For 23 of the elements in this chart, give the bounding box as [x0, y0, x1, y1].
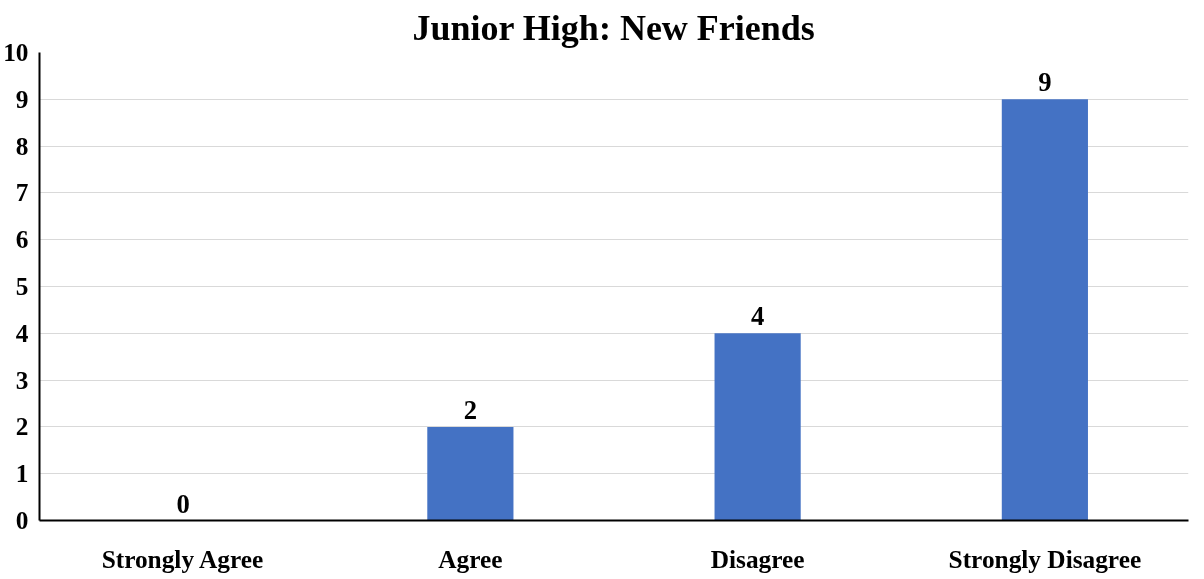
y-tick-label: 0 — [15, 506, 29, 534]
data-label: 4 — [750, 301, 765, 332]
y-tick-label: 10 — [3, 38, 29, 66]
x-tick-label: Agree — [438, 544, 503, 573]
y-tick-label: 7 — [15, 178, 29, 207]
x-tick-label: Disagree — [710, 544, 805, 573]
data-label: 0 — [176, 488, 190, 519]
y-tick-label: 1 — [15, 459, 29, 488]
y-tick-label: 5 — [15, 272, 29, 300]
bar — [1001, 99, 1088, 521]
y-tick-label: 4 — [15, 318, 29, 347]
bar — [714, 333, 801, 521]
chart-title: Junior High: New Friends — [412, 7, 815, 48]
y-tick-label: 2 — [15, 412, 29, 441]
data-label: 9 — [1038, 67, 1052, 98]
y-tick-label: 9 — [15, 84, 29, 113]
data-label: 2 — [463, 394, 478, 425]
y-tick-label: 3 — [15, 365, 29, 394]
bar — [427, 426, 514, 521]
x-tick-label: Strongly Disagree — [948, 544, 1142, 573]
y-tick-label: 6 — [15, 225, 29, 254]
x-tick-label: Strongly Agree — [101, 544, 264, 573]
y-tick-label: 8 — [15, 131, 29, 160]
